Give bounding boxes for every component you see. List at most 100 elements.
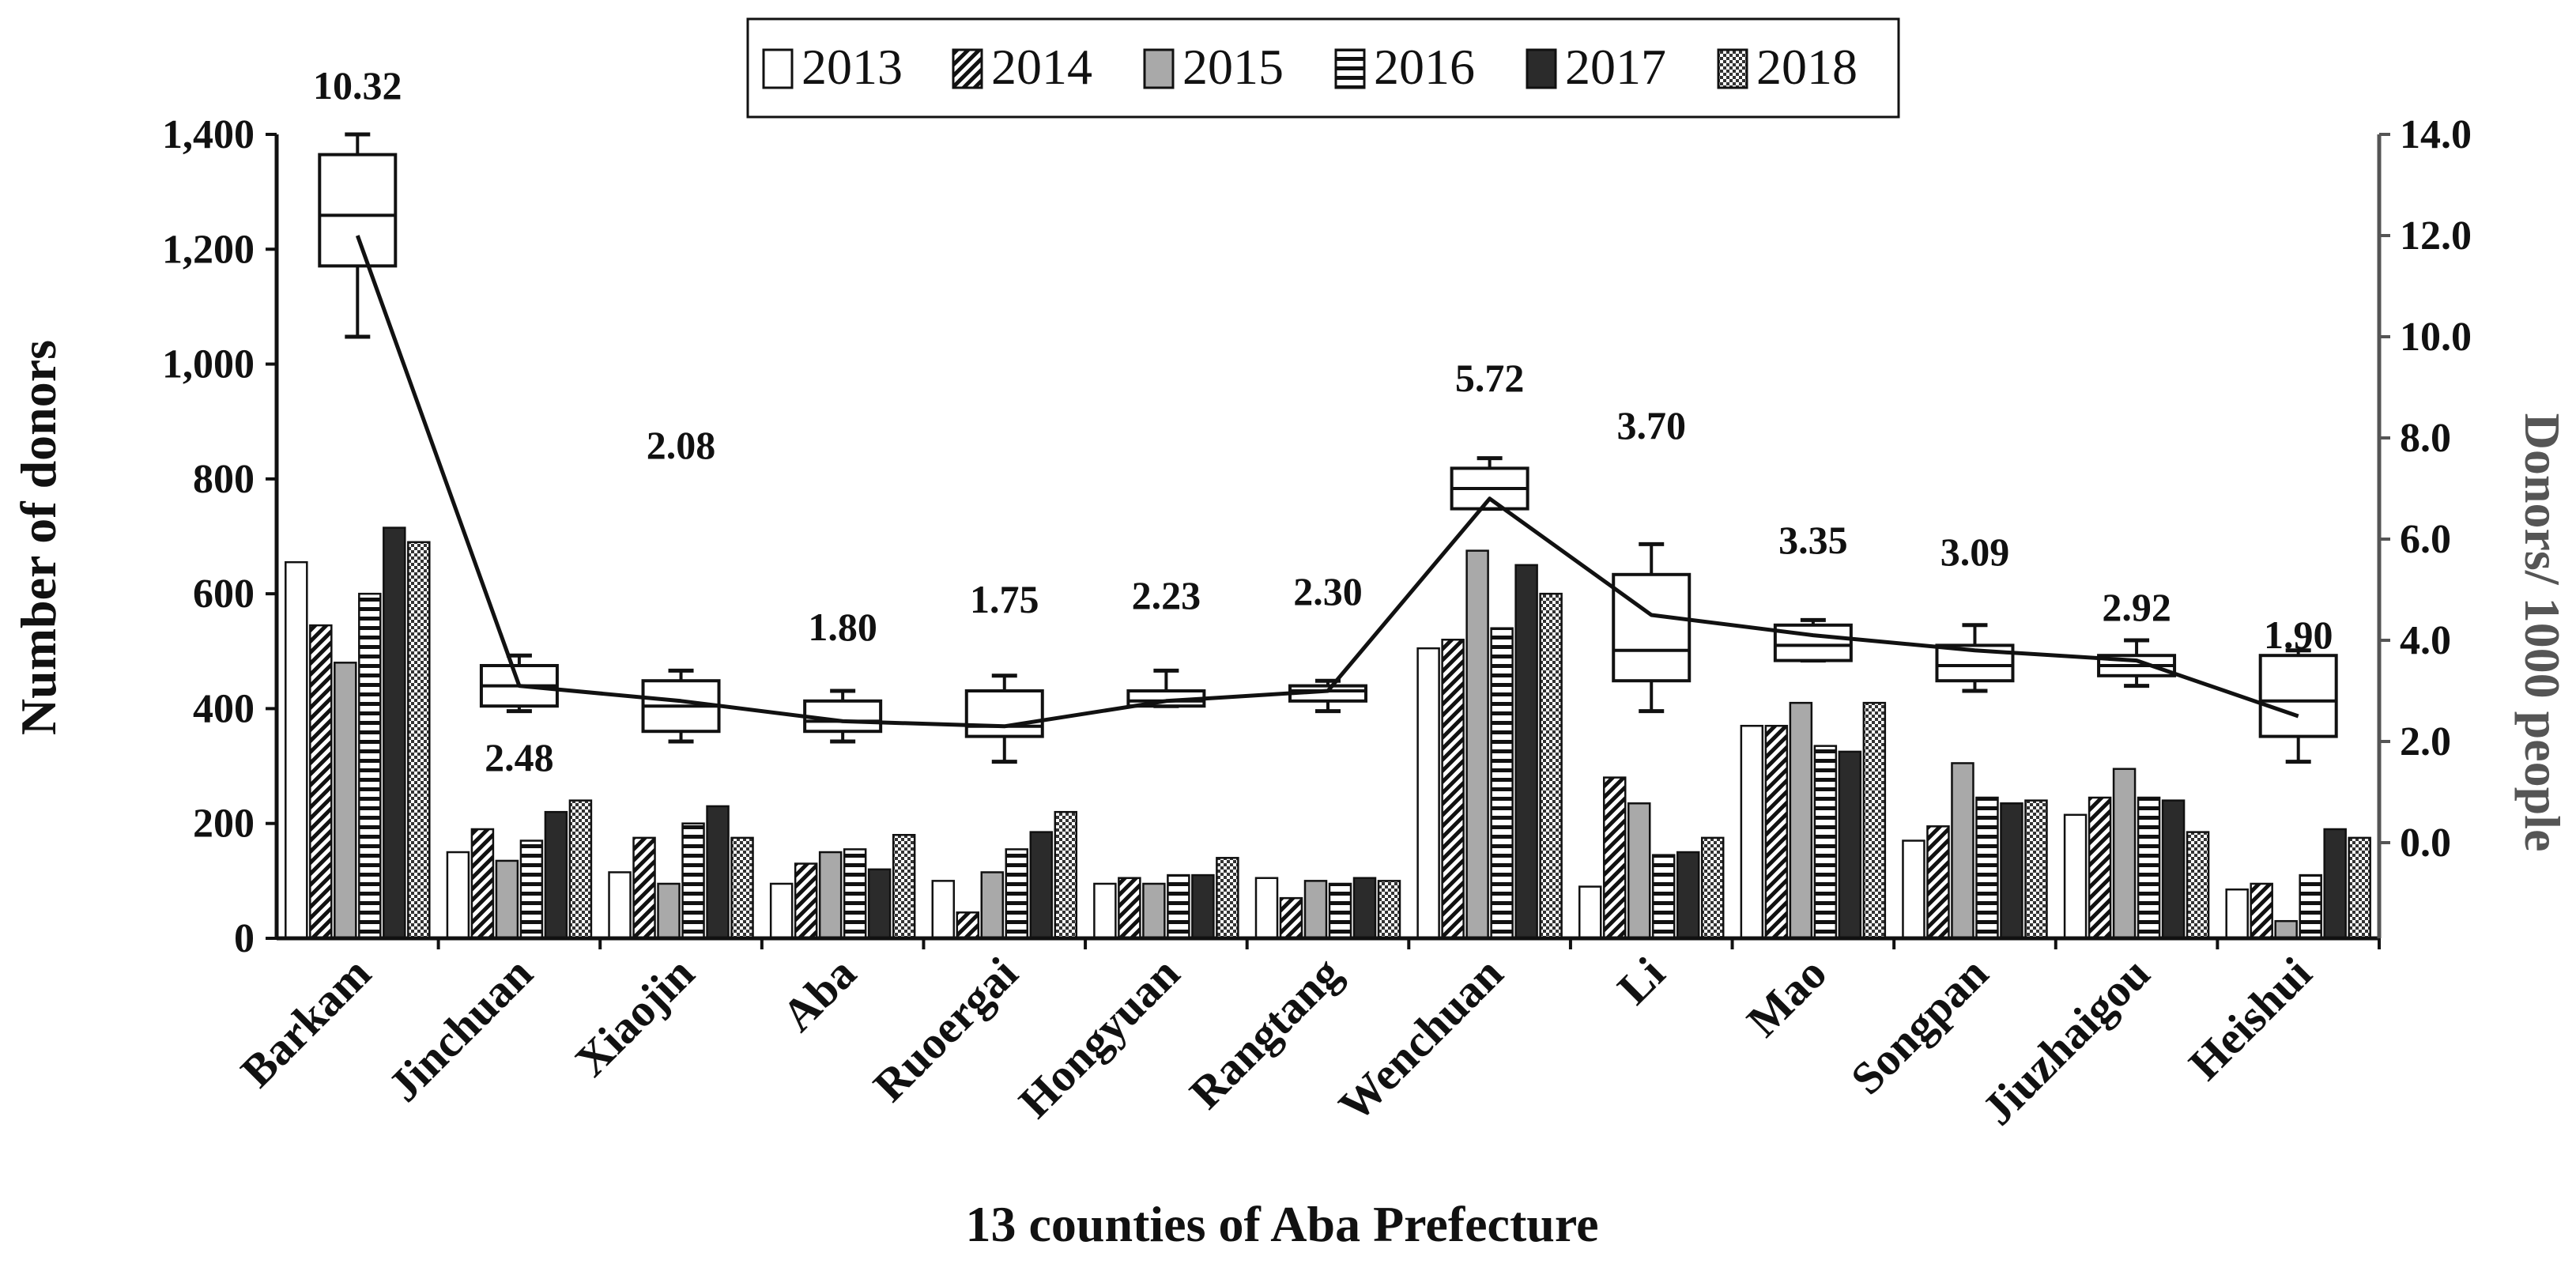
box-barkam bbox=[318, 153, 398, 268]
bar-2015-mao bbox=[1789, 701, 1813, 940]
bar-2013-songpan bbox=[1902, 839, 1925, 940]
bar-2018-hongyuan bbox=[1216, 857, 1239, 940]
bar-2013-jinchuan bbox=[446, 851, 470, 940]
bar-2014-barkam bbox=[309, 624, 333, 940]
y-tick-label: 1,400 bbox=[162, 112, 255, 157]
bar-2015-ruoergai bbox=[980, 871, 1005, 940]
legend-label-2018: 2018 bbox=[1756, 39, 1858, 95]
bar-2015-barkam bbox=[334, 662, 357, 940]
bar-2018-li bbox=[1700, 836, 1725, 940]
legend-label-2013: 2013 bbox=[801, 39, 903, 95]
bar-2016-barkam bbox=[358, 592, 382, 940]
bar-2016-hongyuan bbox=[1167, 873, 1190, 940]
bar-2018-barkam bbox=[407, 541, 431, 940]
bar-2016-aba bbox=[843, 848, 867, 940]
bar-2017-xiaojin bbox=[706, 805, 730, 940]
rate-label-barkam: 10.32 bbox=[313, 63, 402, 108]
x-tick-label-jiuzhaigou: Jiuzhaigou bbox=[1972, 947, 2159, 1134]
bar-2016-li bbox=[1651, 854, 1676, 940]
x-tick-label-wenchuan: Wenchuan bbox=[1329, 947, 1513, 1131]
box-li bbox=[1612, 572, 1692, 683]
legend-box bbox=[746, 17, 1900, 119]
y2-tick-label: 6.0 bbox=[2400, 517, 2451, 562]
rate-label-ruoergai: 1.75 bbox=[970, 577, 1039, 621]
x-tick-label-rangtang: Rangtang bbox=[1179, 947, 1351, 1119]
y-tick-label: 0 bbox=[234, 916, 255, 961]
box-heishui bbox=[2258, 654, 2338, 738]
y-tick-label: 200 bbox=[193, 802, 255, 847]
legend-label-2014: 2014 bbox=[991, 39, 1092, 95]
bar-2018-heishui bbox=[2348, 836, 2371, 940]
bar-2018-jinchuan bbox=[568, 799, 593, 940]
bar-2014-songpan bbox=[1926, 825, 1950, 940]
bar-2013-jiuzhaigou bbox=[2063, 813, 2088, 940]
x-axis-title: 13 counties of Aba Prefecture bbox=[965, 1196, 1598, 1252]
bar-2018-ruoergai bbox=[1054, 810, 1078, 940]
y-tick-label: 600 bbox=[193, 572, 255, 617]
y2-axis-title: Donors/ 1000 people bbox=[2514, 413, 2570, 852]
bar-2013-xiaojin bbox=[608, 871, 632, 940]
y2-tick-label: 2.0 bbox=[2400, 719, 2451, 764]
rate-label-aba: 1.80 bbox=[808, 605, 877, 649]
bar-2017-heishui bbox=[2323, 828, 2347, 940]
bar-2014-heishui bbox=[2250, 882, 2273, 940]
legend-swatch-2014 bbox=[952, 48, 983, 89]
legend-label-2015: 2015 bbox=[1182, 39, 1284, 95]
rate-label-hongyuan: 2.23 bbox=[1132, 573, 1201, 617]
y-tick-label: 1,000 bbox=[162, 342, 255, 387]
x-tick-label-heishui: Heishui bbox=[2178, 947, 2321, 1089]
bar-2013-barkam bbox=[285, 560, 308, 940]
x-tick-label-li: Li bbox=[1608, 947, 1675, 1014]
bar-2018-aba bbox=[892, 833, 916, 940]
rate-label-li: 3.70 bbox=[1616, 403, 1686, 447]
bar-2015-rangtang bbox=[1303, 880, 1328, 940]
bar-2016-wenchuan bbox=[1490, 627, 1514, 940]
y-axis-title: Number of donors bbox=[10, 340, 66, 735]
bar-2017-rangtang bbox=[1352, 877, 1377, 940]
bar-2013-aba bbox=[769, 882, 794, 940]
legend-swatch-2016 bbox=[1334, 48, 1366, 89]
bar-2017-barkam bbox=[383, 526, 406, 940]
y2-tick-label: 4.0 bbox=[2400, 618, 2451, 663]
rate-label-heishui: 1.90 bbox=[2264, 613, 2333, 657]
bar-2015-aba bbox=[818, 851, 843, 940]
bar-2016-jinchuan bbox=[519, 839, 544, 940]
bar-2016-rangtang bbox=[1328, 882, 1352, 940]
bar-2015-jinchuan bbox=[495, 859, 519, 940]
bar-2016-heishui bbox=[2299, 873, 2322, 940]
rate-line bbox=[355, 235, 2299, 729]
bar-2013-li bbox=[1578, 885, 1602, 940]
legend-swatch-2015 bbox=[1143, 48, 1175, 89]
rate-label-jiuzhaigou: 2.92 bbox=[2102, 585, 2171, 629]
rate-label-songpan: 3.09 bbox=[1940, 530, 2010, 574]
x-tick-label-hongyuan: Hongyuan bbox=[1009, 947, 1189, 1127]
bar-2013-ruoergai bbox=[931, 880, 956, 940]
bar-2018-jiuzhaigou bbox=[2186, 831, 2210, 940]
bar-2015-xiaojin bbox=[657, 882, 681, 940]
bar-2017-jiuzhaigou bbox=[2161, 799, 2186, 940]
bar-2018-wenchuan bbox=[1539, 592, 1563, 940]
bar-2014-mao bbox=[1764, 724, 1789, 940]
bar-2018-mao bbox=[1862, 701, 1887, 940]
y2-tick-label: 8.0 bbox=[2400, 416, 2451, 461]
y-tick-label: 1,200 bbox=[162, 227, 255, 272]
legend-swatch-2017 bbox=[1526, 48, 1557, 89]
x-tick-label-songpan: Songpan bbox=[1841, 947, 1998, 1104]
rate-label-wenchuan: 5.72 bbox=[1455, 356, 1525, 400]
x-tick-label-barkam: Barkam bbox=[231, 947, 381, 1097]
bar-2018-rangtang bbox=[1377, 880, 1401, 940]
rate-label-jinchuan: 2.48 bbox=[485, 735, 554, 779]
bar-2017-mao bbox=[1838, 750, 1862, 940]
bar-2013-wenchuan bbox=[1416, 647, 1440, 940]
bar-2013-heishui bbox=[2225, 889, 2249, 940]
bar-2018-xiaojin bbox=[730, 836, 754, 940]
bar-2014-rangtang bbox=[1279, 896, 1303, 940]
y2-tick-label: 10.0 bbox=[2400, 315, 2472, 360]
legend-label-2016: 2016 bbox=[1374, 39, 1475, 95]
legend-label-2017: 2017 bbox=[1565, 39, 1666, 95]
bar-2013-rangtang bbox=[1254, 877, 1279, 940]
bar-2016-xiaojin bbox=[681, 822, 705, 940]
bar-2014-jiuzhaigou bbox=[2088, 796, 2112, 940]
bar-2017-jinchuan bbox=[544, 810, 568, 940]
